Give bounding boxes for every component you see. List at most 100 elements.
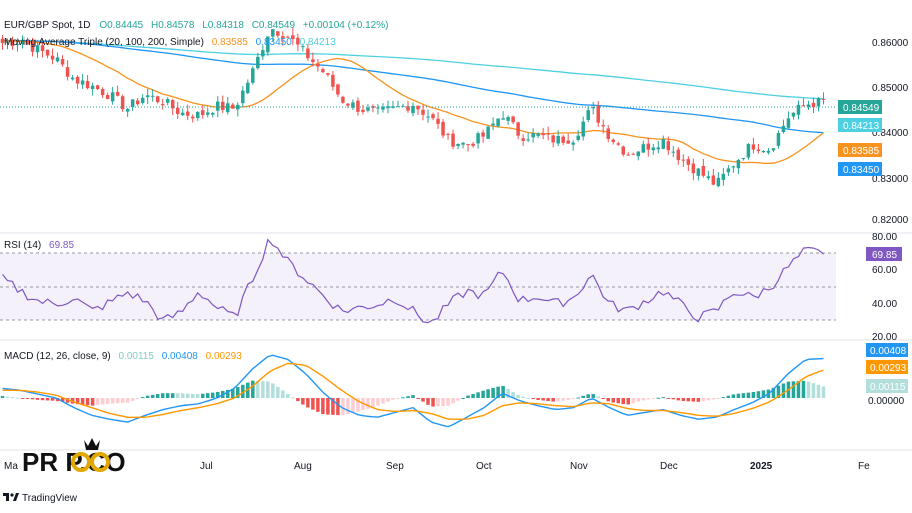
macd-histogram-bar — [731, 394, 736, 398]
macd-histogram-bar — [791, 381, 796, 398]
macd-histogram-bar — [821, 386, 826, 398]
macd-histogram-bar — [806, 381, 811, 398]
candle-body — [666, 141, 671, 151]
candle-body — [110, 92, 115, 102]
macd-histogram-bar — [651, 398, 656, 399]
macd-histogram-bar — [216, 391, 220, 398]
ma200-legend-value: 0.84213 — [300, 37, 337, 48]
candle-body — [696, 168, 701, 176]
price-tick: 0.83000 — [872, 174, 909, 185]
price-tick: 0.84000 — [872, 128, 909, 139]
candle-body — [466, 144, 470, 146]
macd-histogram-bar — [681, 398, 686, 402]
macd-histogram-bar — [75, 398, 80, 405]
candle-body — [0, 38, 5, 44]
macd-histogram-bar — [521, 396, 525, 398]
ma100-tag-text: 0.83450 — [843, 165, 880, 176]
macd-histogram-bar — [276, 386, 280, 398]
macd-histogram-bar — [616, 398, 621, 404]
macd-histogram-bar — [626, 398, 631, 405]
candle-body — [301, 46, 305, 48]
macd-histogram-bar — [646, 398, 651, 400]
price-tag-text: 0.84549 — [843, 103, 880, 114]
macd-histogram-bar — [561, 398, 565, 401]
candle-body — [601, 125, 605, 127]
candle-body — [261, 50, 265, 57]
candle-body — [346, 103, 350, 106]
candle-body — [481, 132, 485, 137]
macd-histogram-bar — [180, 393, 185, 398]
macd-histogram-bar — [531, 398, 535, 399]
tradingview-brand[interactable]: TradingView — [3, 493, 78, 504]
watermark-logo: PR P.CO — [22, 438, 126, 477]
candle-body — [791, 112, 796, 117]
macd-histogram-bar — [0, 396, 5, 398]
candle-body — [641, 144, 646, 153]
candle-body — [631, 153, 636, 155]
macd-histogram-bar — [236, 386, 240, 398]
macd-histogram-bar — [606, 398, 610, 402]
candle-body — [331, 74, 335, 87]
rsi-legend-value: 69.85 — [49, 240, 74, 251]
candle-body — [531, 133, 535, 138]
candle-body — [561, 136, 565, 143]
macd-histogram-bar — [326, 398, 330, 415]
macd-histogram-bar — [140, 397, 145, 399]
ma-legend-label: Moving Average Triple (20, 100, 200, Sim… — [4, 37, 204, 48]
tradingview-label: TradingView — [22, 493, 78, 504]
candle-body — [190, 116, 195, 119]
macd-histogram-bar — [401, 397, 405, 399]
candlestick-series — [0, 28, 826, 188]
candle-body — [326, 73, 330, 75]
candle-body — [231, 104, 235, 109]
candle-body — [676, 149, 681, 161]
macd-histogram-bar — [466, 395, 470, 398]
candle-body — [556, 136, 560, 144]
macd-histogram-bar — [246, 382, 250, 398]
candle-body — [571, 142, 575, 145]
macd-histogram-bar — [546, 398, 550, 402]
price-tick: 0.85000 — [872, 83, 909, 94]
candle-body — [491, 123, 495, 126]
ma20-legend-value: 0.83585 — [212, 37, 249, 48]
svg-text:MACD (12, 26, close, 9) 0.: MACD (12, 26, close, 9) 0.00115 0.00408 … — [4, 351, 242, 362]
candle-body — [576, 135, 580, 140]
candle-body — [130, 99, 135, 108]
macd-histogram-bar — [241, 384, 245, 398]
candle-body — [436, 118, 440, 124]
macd-histogram-bar — [816, 384, 821, 398]
candle-body — [256, 56, 260, 69]
macd-histogram-bar — [190, 393, 195, 398]
candle-body — [180, 112, 185, 116]
macd-histogram-bar — [691, 398, 696, 402]
macd-histogram-bar — [661, 397, 666, 399]
macd-histogram-bar — [501, 385, 505, 398]
macd-histogram-bar — [175, 393, 180, 398]
macd-histogram-bar — [211, 392, 215, 398]
svg-text:Moving Average Triple (20, 100: Moving Average Triple (20, 100, 200, Sim… — [4, 37, 336, 48]
candle-body — [736, 160, 741, 169]
candle-body — [251, 68, 255, 83]
macd-histogram-bar — [611, 398, 615, 403]
candle-body — [611, 139, 615, 142]
price-tag — [838, 100, 882, 114]
macd-histogram-bar — [426, 398, 430, 405]
candle-body — [150, 95, 155, 97]
candle-body — [621, 146, 626, 155]
candle-body — [616, 143, 621, 145]
macd-histogram-bar — [356, 398, 360, 412]
rsi-tag-text: 69.85 — [872, 250, 897, 261]
candle-body — [751, 144, 756, 150]
candle-body — [200, 110, 205, 115]
macd-histogram-bar — [271, 383, 275, 398]
hist-legend-value: 0.00115 — [119, 351, 155, 362]
macd-histogram-bar — [701, 398, 706, 402]
candle-body — [536, 133, 540, 136]
signal-legend-value: 0.00293 — [206, 351, 243, 362]
candle-body — [706, 176, 711, 179]
time-label: Fe — [858, 461, 870, 472]
candle-body — [406, 106, 410, 111]
macd-histogram-bar — [170, 393, 175, 398]
signal-tag-text: 0.00293 — [870, 363, 907, 374]
